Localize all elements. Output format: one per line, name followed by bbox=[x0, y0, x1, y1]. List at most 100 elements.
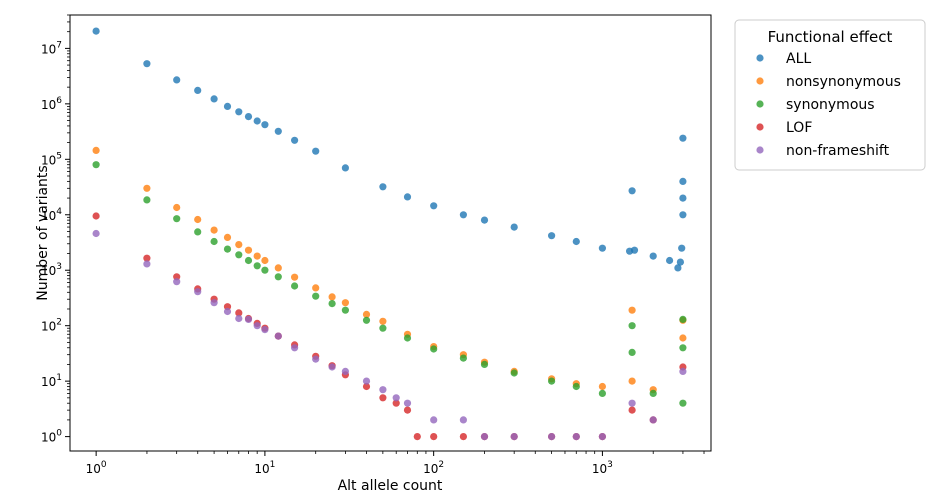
data-point bbox=[312, 355, 320, 363]
legend-label: LOF bbox=[786, 120, 812, 136]
data-point bbox=[459, 416, 467, 424]
data-point bbox=[628, 348, 636, 356]
data-point bbox=[261, 256, 269, 265]
data-point bbox=[630, 246, 639, 254]
data-point bbox=[510, 223, 518, 231]
data-point bbox=[244, 256, 253, 265]
data-point bbox=[235, 309, 243, 317]
data-point bbox=[403, 406, 412, 414]
data-point bbox=[392, 394, 400, 402]
data-point bbox=[312, 284, 320, 292]
data-point bbox=[403, 193, 412, 201]
series-synonymous bbox=[92, 161, 687, 407]
legend-box bbox=[734, 19, 926, 171]
data-point bbox=[679, 334, 687, 342]
data-point bbox=[572, 433, 580, 441]
data-point bbox=[379, 317, 387, 325]
data-point bbox=[223, 307, 232, 316]
data-point bbox=[628, 406, 636, 414]
data-point bbox=[341, 367, 349, 375]
data-point bbox=[459, 211, 467, 219]
data-point bbox=[143, 184, 151, 192]
data-point bbox=[676, 258, 685, 266]
y-axis-ticks: 100 101 102 103 104 105 106 107 bbox=[41, 14, 70, 445]
data-point bbox=[362, 382, 371, 391]
data-point bbox=[430, 433, 438, 441]
data-point bbox=[143, 260, 151, 268]
scatter-points bbox=[92, 27, 687, 441]
data-point bbox=[92, 146, 100, 154]
data-point bbox=[244, 315, 253, 323]
legend-marker bbox=[756, 123, 764, 131]
data-point bbox=[253, 117, 261, 125]
data-point bbox=[244, 246, 253, 254]
legend-item: non-frameshift bbox=[756, 143, 890, 159]
data-point bbox=[274, 332, 282, 340]
x-tick-label: 101 bbox=[254, 460, 275, 476]
data-point bbox=[235, 251, 243, 259]
data-point bbox=[194, 215, 202, 224]
data-point bbox=[235, 108, 243, 116]
data-point bbox=[341, 306, 349, 314]
data-point bbox=[261, 326, 269, 334]
data-point bbox=[362, 316, 371, 324]
data-point bbox=[679, 211, 687, 219]
data-point bbox=[173, 215, 181, 223]
data-point bbox=[572, 237, 580, 246]
data-point bbox=[253, 252, 261, 260]
data-point bbox=[291, 344, 299, 352]
legend-marker bbox=[756, 100, 764, 108]
y-tick-label: 107 bbox=[41, 40, 62, 56]
data-point bbox=[291, 136, 299, 144]
data-point bbox=[244, 113, 253, 121]
legend-items: ALL nonsynonymous synonymous LOF non-framesh… bbox=[756, 51, 901, 159]
legend-label: nonsynonymous bbox=[786, 74, 901, 90]
legend-item: synonymous bbox=[756, 97, 875, 113]
data-point bbox=[392, 399, 400, 407]
data-point bbox=[210, 237, 218, 246]
data-point bbox=[678, 244, 686, 252]
legend-label: synonymous bbox=[786, 97, 875, 113]
data-point bbox=[548, 232, 556, 240]
data-point bbox=[679, 134, 687, 142]
y-tick-label: 104 bbox=[41, 207, 62, 223]
data-point bbox=[649, 389, 657, 397]
data-point bbox=[628, 377, 636, 385]
data-point bbox=[510, 369, 518, 377]
data-point bbox=[261, 121, 269, 129]
data-point bbox=[194, 228, 202, 236]
data-point bbox=[666, 256, 674, 265]
data-point bbox=[341, 299, 349, 307]
data-point bbox=[274, 264, 282, 272]
data-point bbox=[628, 322, 636, 330]
data-point bbox=[210, 299, 218, 307]
data-point bbox=[312, 147, 320, 155]
data-point bbox=[598, 382, 607, 391]
data-point bbox=[403, 334, 412, 342]
data-point bbox=[379, 386, 387, 394]
data-point bbox=[403, 399, 412, 407]
x-tick-label: 102 bbox=[423, 460, 444, 476]
legend-item: ALL bbox=[756, 51, 811, 67]
data-point bbox=[430, 345, 438, 353]
data-point bbox=[92, 229, 100, 238]
y-tick-label: 105 bbox=[41, 151, 62, 167]
legend-item: LOF bbox=[756, 120, 812, 136]
data-point bbox=[328, 300, 336, 308]
data-point bbox=[480, 360, 489, 368]
data-point bbox=[430, 416, 438, 424]
data-point bbox=[143, 196, 151, 204]
data-point bbox=[379, 324, 387, 332]
data-point bbox=[674, 264, 682, 272]
data-point bbox=[312, 292, 320, 300]
data-point bbox=[459, 433, 467, 441]
data-point bbox=[291, 273, 299, 281]
data-point bbox=[235, 314, 243, 323]
series-nonsynonymous bbox=[92, 146, 687, 394]
data-point bbox=[194, 288, 202, 296]
x-tick-label: 100 bbox=[86, 460, 107, 476]
data-point bbox=[362, 310, 371, 318]
y-tick-label: 102 bbox=[41, 318, 62, 334]
data-point bbox=[92, 27, 100, 35]
